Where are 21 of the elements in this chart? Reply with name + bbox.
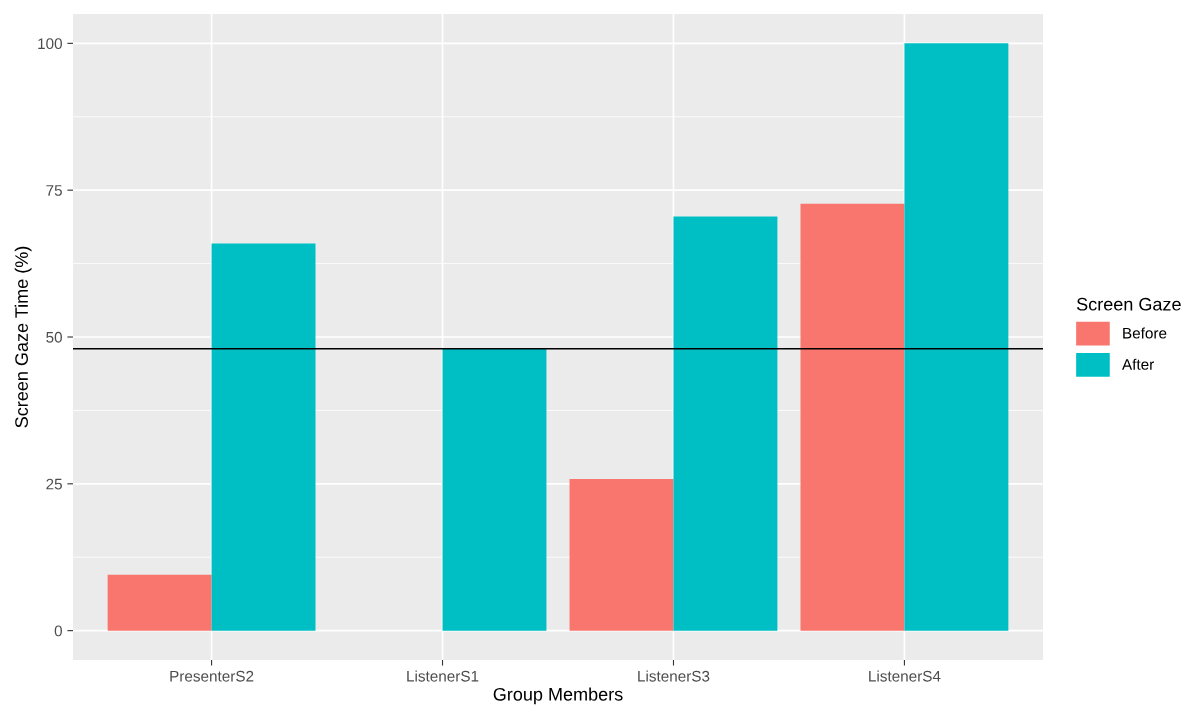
y-axis-title: Screen Gaze Time (%) [14,246,32,428]
x-tick-label: ListenerS4 [869,670,941,682]
x-axis-title: Group Members [493,687,623,705]
bar [569,479,674,631]
bar [442,348,547,631]
legend-label: After [1122,358,1154,370]
y-tick-label: 100 [38,38,62,50]
x-tick-label: PresenterS2 [170,670,254,682]
bar [107,574,212,631]
x-tick-label: ListenerS3 [638,670,710,682]
y-tick-label: 50 [46,331,62,343]
bar [673,216,778,631]
bar [904,43,1009,631]
legend-label: Before [1123,327,1167,339]
bar [800,203,905,631]
bar [211,243,316,631]
y-tick-label: 0 [54,625,62,637]
legend-title: Screen Gaze [1076,297,1181,311]
y-tick-label: 25 [46,478,62,490]
y-tick-label: 75 [46,185,62,196]
x-tick-label: ListenerS1 [407,670,479,682]
